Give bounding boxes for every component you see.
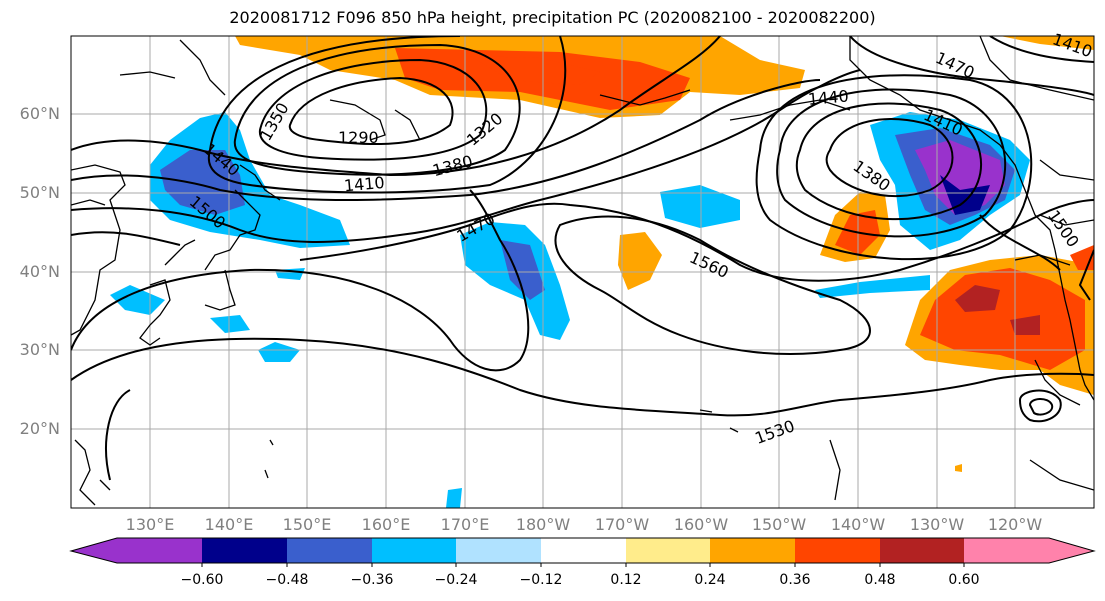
colorbar-tick-label: 0.12 <box>610 572 642 588</box>
lat-label-30n: 30°N <box>19 340 60 359</box>
colorbar-tick-label: 0.24 <box>694 572 726 588</box>
colorbar-bin <box>880 538 964 563</box>
colorbar-bin <box>795 538 880 563</box>
colorbar-tick-label: −0.12 <box>519 572 563 588</box>
lon-label: 150°E <box>282 515 332 534</box>
colorbar-bin <box>1049 538 1094 563</box>
colorbar-tick-label: 0.60 <box>948 572 980 588</box>
colorbar-tick-label: −0.48 <box>265 572 309 588</box>
lon-label: 180°W <box>515 515 571 534</box>
lat-label-50n: 50°N <box>19 183 60 202</box>
colorbar-bin <box>287 538 372 563</box>
colorbar-bin <box>456 538 541 563</box>
colorbar-tick-label: −0.24 <box>434 572 478 588</box>
colorbar-bin <box>202 538 287 563</box>
map-title: 2020081712 F096 850 hPa height, precipit… <box>229 8 876 27</box>
colorbar-tick-label: −0.60 <box>180 572 224 588</box>
colorbar-tick-label: −0.36 <box>350 572 394 588</box>
colorbar-outline <box>69 537 1096 564</box>
colorbar <box>69 537 1096 567</box>
lat-label-60n: 60°N <box>19 104 60 123</box>
contour-label: 1290 <box>338 128 379 147</box>
lon-label: 140°E <box>204 515 254 534</box>
colorbar-bin <box>117 538 202 563</box>
map-frame <box>70 35 1095 509</box>
contour-label: 1410 <box>343 173 385 195</box>
colorbar-ticks <box>201 563 965 567</box>
colorbar-bin <box>964 538 1049 563</box>
lon-label: 140°W <box>830 515 886 534</box>
coastlines <box>71 36 1094 506</box>
colorbar-bin <box>626 538 710 563</box>
contour-label: 1440 <box>807 86 849 108</box>
lon-label: 130°E <box>125 515 175 534</box>
colorbar-bin <box>372 538 456 563</box>
lat-label-20n: 20°N <box>19 419 60 438</box>
colorbar-tick-label: 0.36 <box>779 572 811 588</box>
height-contours <box>71 36 1094 481</box>
lon-label: 170°W <box>594 515 650 534</box>
lat-label-40n: 40°N <box>19 262 60 281</box>
lon-label: 150°W <box>751 515 807 534</box>
colorbar-bin <box>541 538 626 563</box>
colorbar-tick-label: 0.48 <box>864 572 896 588</box>
lon-label: 160°E <box>361 515 411 534</box>
colorbar-bin <box>71 538 117 563</box>
lon-label: 120°W <box>987 515 1043 534</box>
colorbar-bin <box>710 538 795 563</box>
lon-label: 170°E <box>440 515 490 534</box>
lon-label: 130°W <box>909 515 965 534</box>
lon-label: 160°W <box>673 515 729 534</box>
